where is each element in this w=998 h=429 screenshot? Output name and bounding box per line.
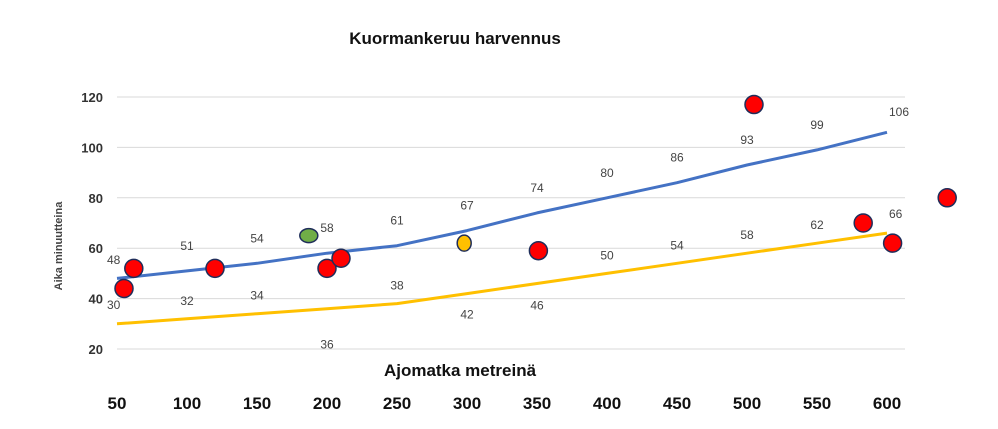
series-line-0 [116, 130, 888, 280]
data-point [456, 234, 472, 252]
data-label: 38 [390, 279, 404, 293]
data-label: 34 [250, 289, 264, 303]
data-label: 62 [810, 218, 824, 232]
data-point [331, 248, 351, 269]
data-point [853, 213, 873, 233]
data-point [124, 258, 144, 279]
data-label: 67 [460, 199, 474, 213]
data-label: 48 [107, 253, 121, 267]
data-point [744, 94, 764, 115]
x-tick-label: 400 [593, 394, 621, 413]
chart-title: Kuormankeruu harvennus [349, 29, 561, 48]
x-tick-label: 500 [733, 394, 761, 413]
data-label: 30 [107, 298, 121, 312]
y-axis-ticks: 20 40 60 80 100 120 [81, 90, 103, 357]
y-axis-label: Aika minuutteina [53, 201, 65, 291]
data-label: 36 [320, 338, 334, 352]
y-tick-label: 20 [89, 342, 103, 357]
x-tick-label: 350 [523, 394, 551, 413]
x-tick-label: 250 [383, 394, 411, 413]
y-tick-label: 120 [81, 90, 103, 105]
data-label: 58 [320, 221, 334, 235]
data-label: 106 [889, 105, 909, 119]
data-label: 61 [390, 214, 404, 228]
y-tick-label: 100 [81, 140, 103, 155]
y-tick-label: 60 [89, 241, 103, 256]
x-tick-label: 50 [108, 394, 127, 413]
data-point [114, 278, 134, 299]
data-label: 46 [530, 298, 544, 312]
data-label: 50 [600, 248, 614, 262]
x-tick-label: 300 [453, 394, 481, 413]
data-label: 86 [670, 151, 684, 165]
data-label: 54 [250, 231, 264, 245]
data-label: 58 [740, 228, 754, 242]
x-tick-label: 450 [663, 394, 691, 413]
data-label: 74 [530, 181, 544, 195]
data-label: 42 [460, 308, 474, 322]
data-label: 32 [180, 294, 194, 308]
data-label: 93 [740, 133, 754, 147]
x-tick-label: 200 [313, 394, 341, 413]
data-point [528, 240, 549, 261]
y-tick-label: 80 [89, 191, 103, 206]
data-point [317, 258, 337, 279]
data-point [205, 258, 225, 279]
x-tick-label: 600 [873, 394, 901, 413]
data-label: 80 [600, 166, 614, 180]
x-tick-label: 150 [243, 394, 271, 413]
y-tick-label: 40 [89, 292, 103, 307]
series-lines [116, 130, 888, 326]
series-line-1 [116, 231, 888, 326]
x-tick-label: 100 [173, 394, 201, 413]
x-axis-label: Ajomatka metreinä [384, 361, 537, 380]
grid [117, 96, 905, 350]
data-point [299, 227, 319, 244]
data-point [937, 188, 957, 208]
x-tick-label: 550 [803, 394, 831, 413]
x-axis-ticks: 50 100 150 200 250 300 350 400 450 500 550 600 [108, 394, 902, 413]
data-label: 66 [889, 207, 903, 221]
data-label: 54 [670, 238, 684, 252]
scatter-points [114, 94, 957, 299]
data-label: 51 [180, 239, 194, 253]
data-label: 99 [810, 118, 824, 132]
data-labels: 48 51 54 58 61 67 74 80 86 93 99 106 30 32 34 36 38 42 46 5… [107, 105, 909, 352]
data-point [882, 233, 903, 253]
